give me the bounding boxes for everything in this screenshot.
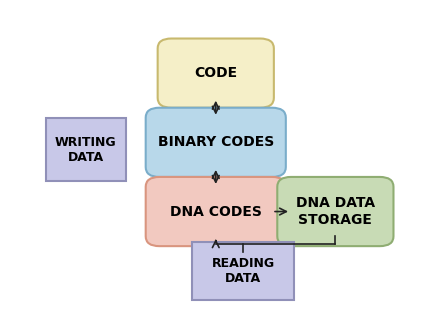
FancyBboxPatch shape (158, 39, 274, 108)
FancyBboxPatch shape (146, 108, 286, 177)
FancyBboxPatch shape (192, 242, 295, 300)
Text: BINARY CODES: BINARY CODES (157, 135, 274, 149)
Text: DNA CODES: DNA CODES (170, 204, 262, 219)
Text: WRITING
DATA: WRITING DATA (55, 136, 117, 164)
FancyBboxPatch shape (146, 177, 286, 246)
FancyBboxPatch shape (277, 177, 393, 246)
FancyBboxPatch shape (46, 118, 126, 181)
Text: CODE: CODE (194, 66, 237, 80)
Text: READING
DATA: READING DATA (212, 257, 275, 285)
Text: DNA DATA
STORAGE: DNA DATA STORAGE (296, 196, 375, 227)
